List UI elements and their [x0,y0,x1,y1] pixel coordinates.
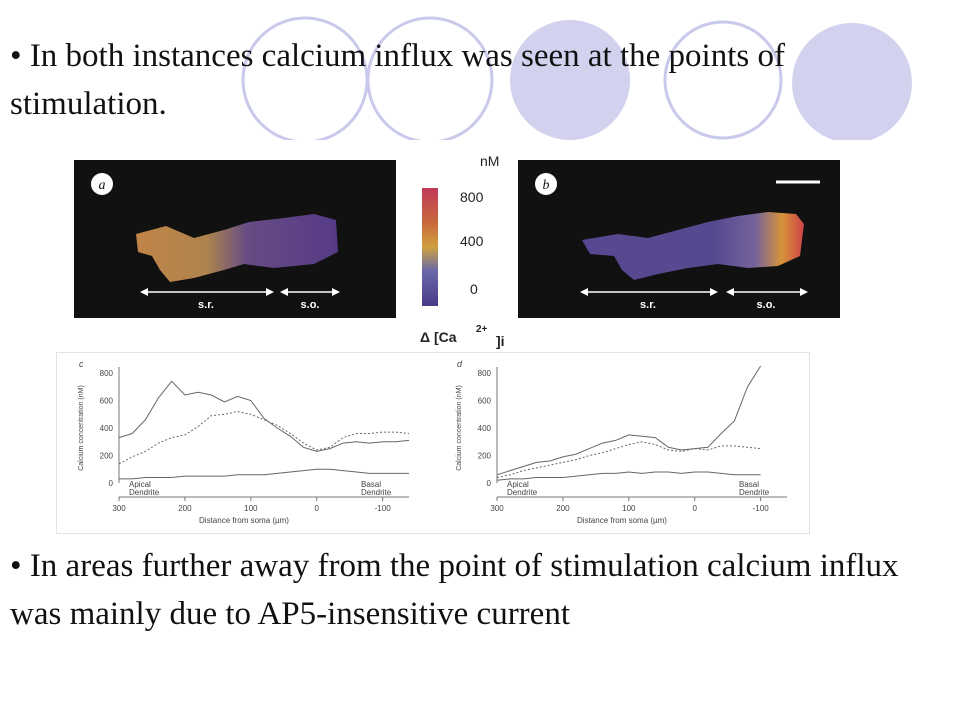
imaging-panel-a: a s.r. s.o. [74,160,396,318]
series-line-1 [118,380,410,452]
line-plots: c 800 600 400 200 0 300 200 100 0 -100 Distance fro… [56,352,810,534]
arrowhead [280,288,288,296]
panel-letter-badge [535,173,557,195]
colorbar-tick: 800 [460,189,484,205]
x-tick-label: -100 [753,504,770,513]
y-tick-label: 600 [478,397,492,406]
x-tick-label: 200 [178,504,192,513]
y-tick-label: 800 [100,369,114,378]
cell-shape [582,212,804,280]
annotation-apical: Apical [507,480,529,489]
y-tick-label: 200 [478,452,492,461]
panel-letter: c [79,359,84,369]
annotation-apical: Apical [129,480,151,489]
label-s-r: s.r. [640,299,656,311]
panel-letter: a [99,178,106,193]
decor-circle-outline [663,20,783,140]
y-axis-label: Calcium concentration (nM) [456,385,463,471]
arrowhead [726,288,734,296]
colorbar: nM 800 400 0 Δ [Ca 2+ ]i [420,153,505,349]
x-tick-label: 300 [112,504,126,513]
panel-letter-badge [91,173,113,195]
label-s-o: s.o. [757,299,776,311]
colorbar-tick: 400 [460,233,484,249]
x-tick-label: 200 [556,504,570,513]
x-axis-label: Distance from soma (µm) [577,516,667,525]
x-tick-label: 0 [693,504,698,513]
y-tick-label: 400 [478,424,492,433]
decorative-circles [0,16,960,160]
bullet-text: In both instances calcium influx was see… [10,38,785,122]
x-tick-label: -100 [375,504,392,513]
imaging-panel-b: b s.r. s.o. [518,160,840,318]
y-tick-label: 0 [109,479,114,488]
calcium-imaging-figure: a s.r. s.o. nM 800 400 0 Δ [Ca [70,150,870,360]
y-tick-label: 800 [478,369,492,378]
x-axis-label: Distance from soma (µm) [199,516,289,525]
colorbar-label: Δ [Ca [420,329,457,345]
y-tick-label: 200 [100,452,114,461]
annotation-basal: Dendrite [361,488,392,497]
colorbar-tick: 0 [470,281,478,297]
arrowhead [266,288,274,296]
colorbar-gradient [422,188,438,306]
arrowhead [332,288,340,296]
x-tick-label: 100 [244,504,258,513]
annotation-apical: Dendrite [129,488,160,497]
colorbar-label-sup: 2+ [476,324,488,335]
bullet-symbol: • [10,548,22,584]
label-s-o: s.o. [301,299,320,311]
arrowhead [140,288,148,296]
colorbar-unit: nM [480,153,499,169]
x-tick-label: 0 [315,504,320,513]
decor-mask [0,140,960,160]
label-s-r: s.r. [198,299,214,311]
annotation-basal: Basal [739,480,759,489]
annotation-basal: Basal [361,480,381,489]
arrowhead [580,288,588,296]
series-line-3 [496,471,761,481]
decor-circle-filled [510,20,630,140]
panel-letter: b [543,178,550,193]
panel-letter: d [457,359,463,369]
arrowhead [800,288,808,296]
arrowhead [710,288,718,296]
bullet-1: • In both instances calcium influx was s… [10,32,910,128]
x-tick-label: 100 [622,504,636,513]
series-line-3 [119,468,409,480]
series-line-2 [118,410,410,465]
decor-circle-filled [792,23,912,143]
series-line-1 [496,365,762,476]
plots-svg: c 800 600 400 200 0 300 200 100 0 -100 Distance fro… [78,359,787,525]
bullet-2: • In areas further away from the point o… [10,542,930,638]
y-axis-label: Calcium concentration (nM) [78,385,85,471]
bullet-symbol: • [10,38,22,74]
y-tick-label: 400 [100,424,114,433]
x-tick-label: 300 [490,504,504,513]
y-tick-label: 600 [100,397,114,406]
annotation-basal: Dendrite [739,488,770,497]
y-tick-label: 0 [487,479,492,488]
annotation-apical: Dendrite [507,488,538,497]
colorbar-label-sub: ]i [496,333,505,349]
cell-shape [136,214,338,282]
bullet-text: In areas further away from the point of … [10,548,899,632]
series-line-2 [496,441,761,478]
